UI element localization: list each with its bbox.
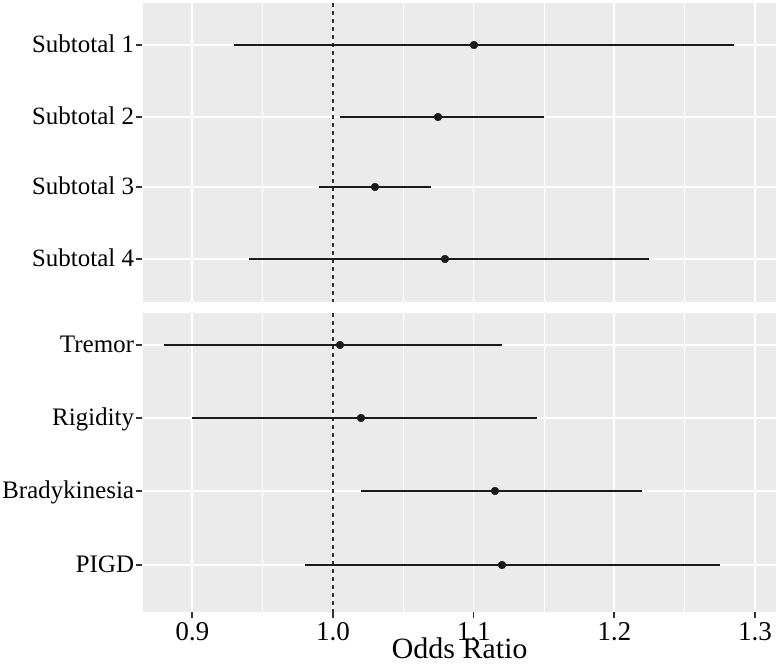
x-axis-tick-label: 0.9 [175, 616, 210, 646]
ci-line [361, 489, 643, 492]
panel-motor-signs [143, 313, 776, 612]
x-axis-tick-label: 1.0 [316, 616, 350, 646]
major-gridline [191, 313, 193, 612]
row-label: PIGD [75, 551, 134, 579]
major-gridline [472, 313, 475, 612]
row-label: Subtotal 2 [31, 102, 134, 130]
reference-line [331, 313, 334, 612]
y-axis-tick [136, 344, 142, 346]
row-label: Subtotal 4 [31, 244, 134, 272]
x-axis-tick-label: 1.1 [456, 616, 491, 646]
minor-gridline [684, 313, 686, 612]
y-axis-tick [136, 564, 142, 566]
row-label: Subtotal 3 [31, 172, 134, 200]
x-axis-tick-label: 1.2 [597, 616, 632, 646]
minor-gridline [402, 3, 404, 302]
point-estimate [497, 561, 506, 570]
minor-gridline [402, 313, 404, 612]
x-axis-title: Odds Ratio [391, 632, 528, 665]
x-axis-tick [191, 612, 193, 618]
row-gridline [143, 186, 776, 188]
major-gridline [754, 3, 756, 302]
row-label: Tremor [59, 330, 134, 358]
major-gridline [613, 313, 615, 612]
major-gridline [613, 3, 615, 302]
point-estimate [335, 340, 344, 349]
point-estimate [490, 486, 499, 495]
point-estimate [371, 182, 380, 191]
x-axis-tick [332, 612, 334, 618]
x-axis-tick [472, 612, 475, 618]
x-axis-tick [613, 612, 615, 618]
point-estimate [357, 413, 366, 422]
x-axis-tick-label: 1.3 [738, 616, 772, 646]
y-axis-tick [136, 116, 142, 118]
major-gridline [472, 3, 475, 302]
x-axis-tick [754, 612, 756, 618]
y-axis-tick [136, 258, 142, 260]
row-label: Rigidity [52, 403, 134, 431]
major-gridline [754, 313, 756, 612]
minor-gridline [684, 3, 686, 302]
minor-gridline [262, 313, 264, 612]
minor-gridline [543, 313, 545, 612]
minor-gridline [262, 3, 264, 302]
major-gridline [191, 3, 193, 302]
y-axis-tick [136, 44, 142, 46]
point-estimate [469, 40, 478, 49]
reference-line [331, 3, 334, 302]
ci-line [234, 43, 734, 46]
panel-subtotals [143, 3, 776, 302]
ci-line [304, 564, 720, 567]
y-axis-tick [136, 186, 142, 188]
y-axis-tick [136, 490, 142, 492]
y-axis-tick [136, 417, 142, 419]
ci-line [164, 343, 502, 346]
point-estimate [441, 254, 450, 263]
row-label: Subtotal 1 [31, 30, 134, 58]
minor-gridline [543, 3, 545, 302]
row-label: Bradykinesia [2, 476, 134, 504]
point-estimate [434, 112, 443, 121]
